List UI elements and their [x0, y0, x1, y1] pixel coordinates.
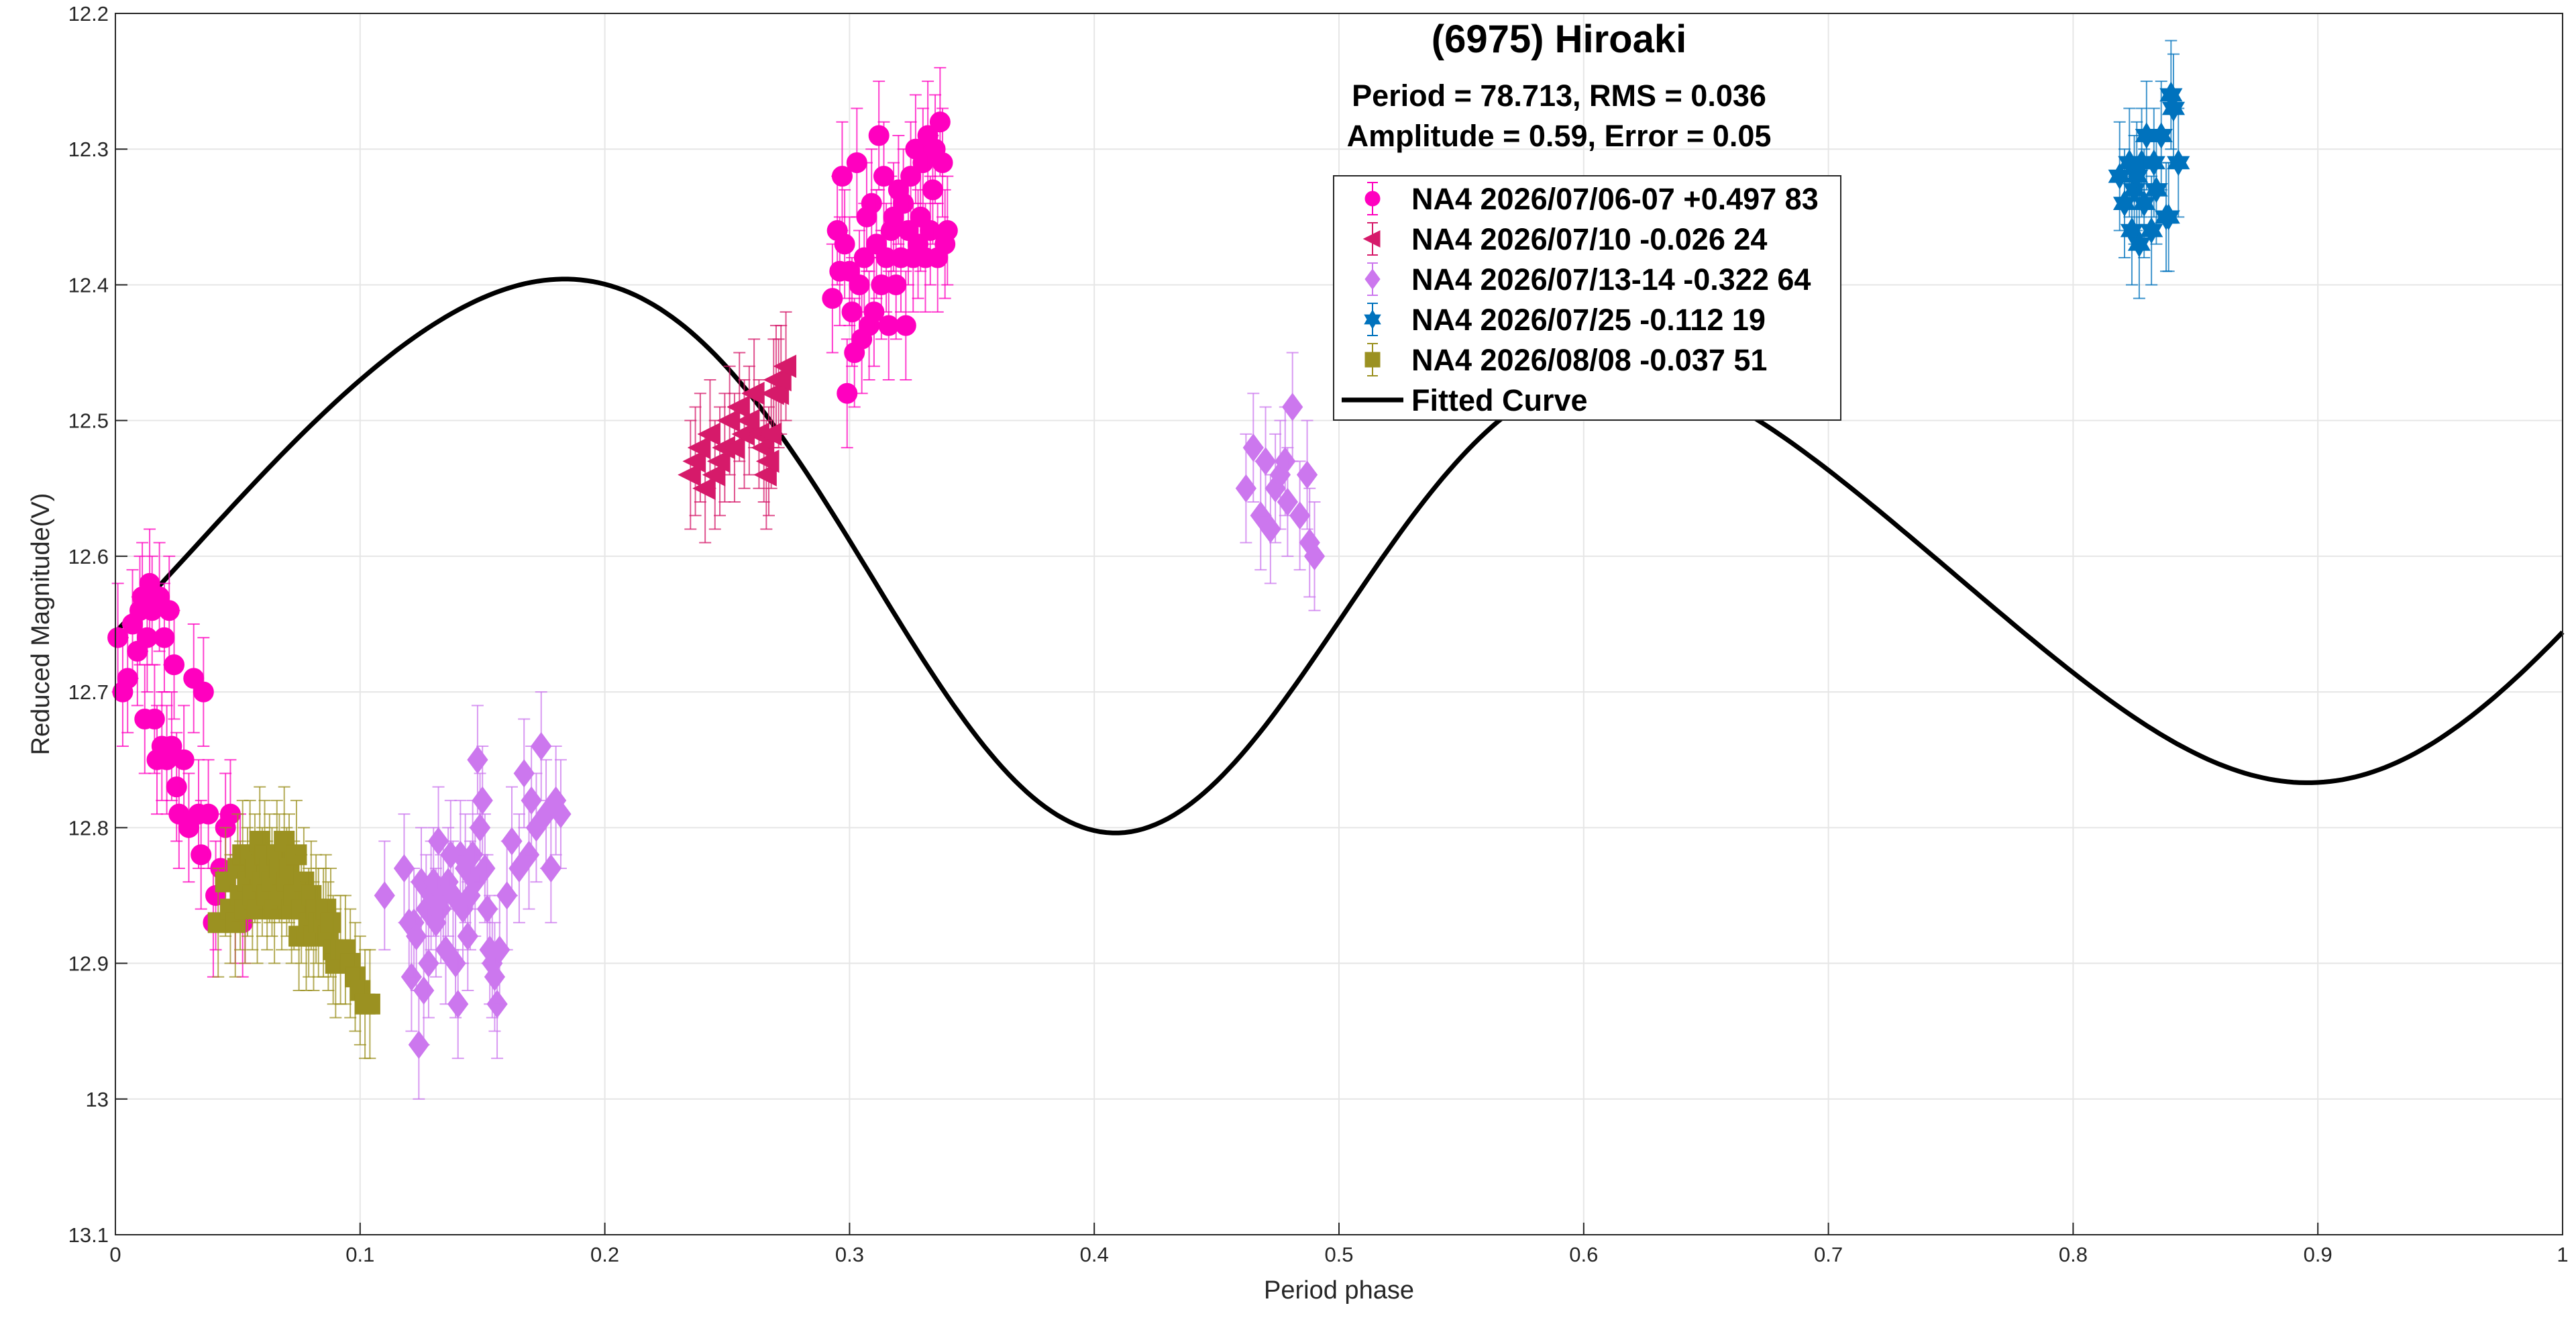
y-axis-label: Reduced Magnitude(V)	[27, 493, 55, 756]
data-point	[374, 881, 395, 910]
data-point	[1242, 434, 1264, 462]
x-tick-label: 0.4	[1080, 1243, 1109, 1266]
x-tick-label: 0.5	[1324, 1243, 1353, 1266]
data-point	[164, 654, 185, 676]
legend: NA4 2026/07/06-07 +0.497 83 NA4 2026/07/…	[1333, 175, 1841, 421]
data-point	[936, 220, 958, 242]
data-point	[831, 166, 853, 187]
chart-title: (6975) Hiroaki	[1432, 17, 1686, 61]
data-point	[868, 125, 890, 146]
data-point	[154, 627, 175, 648]
data-point	[2167, 149, 2190, 176]
legend-marker-2	[1362, 230, 1381, 248]
data-point	[144, 709, 165, 730]
x-tick-label: 0	[109, 1243, 121, 1266]
chart-subtitle-amplitude: Amplitude = 0.59, Error = 0.05	[1347, 119, 1772, 153]
legend-marker-4-b	[1364, 314, 1381, 329]
data-point	[173, 749, 195, 770]
legend-marker-3	[1364, 268, 1381, 290]
fitted-curve	[113, 276, 2565, 835]
data-point	[895, 315, 916, 336]
data-point-b	[2167, 156, 2190, 176]
x-tick-label: 1	[2557, 1243, 2568, 1266]
y-tick-label: 12.2	[68, 2, 109, 26]
x-tick-label: 0.7	[1814, 1243, 1843, 1266]
data-point	[1282, 393, 1303, 421]
legend-entry-3: NA4 2026/07/13-14 -0.322 64	[1411, 262, 1811, 297]
data-point	[193, 681, 214, 703]
legend-markers	[1342, 182, 1403, 403]
x-tick-label: 0.8	[2059, 1243, 2088, 1266]
y-tick-label: 12.7	[68, 680, 109, 704]
plot-frame	[115, 13, 2563, 1235]
data-point-b	[2157, 210, 2180, 231]
data-point	[550, 800, 572, 829]
x-tick-label: 0.1	[345, 1243, 374, 1266]
data-point	[755, 450, 780, 473]
data-point	[834, 234, 855, 255]
y-tick-label: 12.5	[68, 409, 109, 433]
series-5	[207, 786, 380, 1060]
series-3	[374, 352, 1326, 1100]
fitted-curve-layer	[113, 276, 2565, 835]
legend-marker-4	[1364, 309, 1381, 329]
legend-entry-5: NA4 2026/08/08 -0.037 51	[1411, 343, 1767, 377]
data-point	[1303, 542, 1326, 570]
data-points-layer	[107, 40, 2190, 1100]
data-point-b	[2149, 129, 2173, 149]
x-tick-label: 0.6	[1569, 1243, 1598, 1266]
data-point	[2159, 81, 2183, 109]
data-point	[2142, 149, 2165, 176]
data-point	[765, 381, 790, 405]
legend-marker-1	[1364, 191, 1381, 207]
x-axis-label: Period phase	[1264, 1276, 1414, 1305]
data-point-b	[2133, 197, 2156, 217]
data-point	[447, 990, 469, 1019]
data-point	[2149, 122, 2173, 149]
data-point	[474, 854, 496, 883]
series-4	[2108, 40, 2190, 299]
data-point	[2133, 190, 2156, 217]
data-point	[359, 993, 380, 1015]
legend-marker-5	[1364, 352, 1381, 368]
data-point-b	[2159, 88, 2183, 109]
data-point	[191, 844, 212, 866]
y-tick-label: 12.3	[68, 138, 109, 161]
y-tick-label: 12.8	[68, 816, 109, 839]
x-tick-label: 0.9	[2304, 1243, 2332, 1266]
data-point	[861, 193, 882, 214]
y-tick-label: 12.4	[68, 273, 109, 297]
data-point	[1277, 487, 1299, 517]
data-point	[932, 152, 953, 173]
chart-subtitle-period: Period = 78.713, RMS = 0.036	[1352, 79, 1766, 113]
y-tick-label: 12.9	[68, 952, 109, 976]
legend-box	[1333, 175, 1841, 421]
series-2	[678, 311, 797, 544]
legend-entry-4: NA4 2026/07/25 -0.112 19	[1411, 303, 1766, 337]
x-tick-label: 0.2	[590, 1243, 619, 1266]
y-tick-label: 13	[86, 1088, 109, 1111]
data-point	[929, 111, 951, 133]
data-point	[540, 854, 561, 883]
legend-entry-6: Fitted Curve	[1411, 383, 1588, 417]
legend-entry-2: NA4 2026/07/10 -0.026 24	[1411, 222, 1767, 256]
y-tick-label: 12.6	[68, 545, 109, 568]
legend-entry-1: NA4 2026/07/06-07 +0.497 83	[1411, 182, 1819, 216]
data-point	[166, 776, 187, 798]
data-point	[2157, 203, 2180, 231]
data-point	[773, 354, 797, 378]
data-point-b	[2142, 156, 2165, 176]
x-tick-label: 0.3	[835, 1243, 864, 1266]
y-tick-label: 13.1	[68, 1223, 109, 1247]
axis-ticks: 0 0.1 0.2 0.3 0.4 0.5 0.6 0.7 0.8 0.9 1 12.2 12.3 12.…	[68, 2, 2569, 1266]
data-point	[320, 912, 341, 933]
